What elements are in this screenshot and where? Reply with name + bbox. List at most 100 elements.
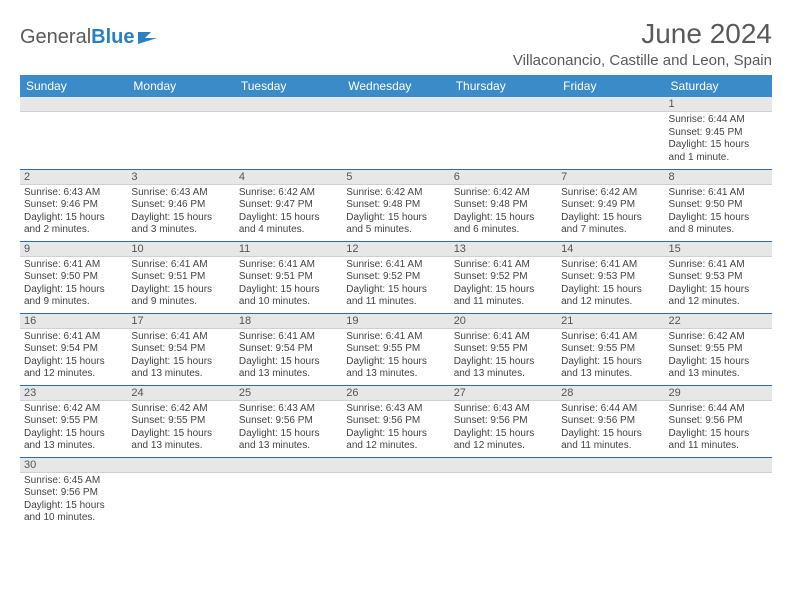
dow-header: Saturday: [665, 75, 772, 97]
day-details: Sunrise: 6:43 AMSunset: 9:56 PMDaylight:…: [235, 401, 342, 455]
day-number: 18: [235, 314, 342, 329]
daynum-bar: [557, 458, 664, 473]
dow-header: Monday: [127, 75, 234, 97]
day-number: 9: [20, 242, 127, 257]
day-details: Sunrise: 6:41 AMSunset: 9:54 PMDaylight:…: [235, 329, 342, 383]
calendar-cell: 17Sunrise: 6:41 AMSunset: 9:54 PMDayligh…: [127, 313, 234, 385]
logo-text-2: Blue: [91, 26, 134, 49]
daynum-bar: [342, 97, 449, 112]
day-number: 27: [450, 386, 557, 401]
calendar-cell: 27Sunrise: 6:43 AMSunset: 9:56 PMDayligh…: [450, 385, 557, 457]
day-number: 21: [557, 314, 664, 329]
day-number: 11: [235, 242, 342, 257]
day-details: Sunrise: 6:44 AMSunset: 9:56 PMDaylight:…: [665, 401, 772, 455]
day-details: Sunrise: 6:41 AMSunset: 9:50 PMDaylight:…: [20, 257, 127, 311]
calendar-cell: 21Sunrise: 6:41 AMSunset: 9:55 PMDayligh…: [557, 313, 664, 385]
dow-header: Thursday: [450, 75, 557, 97]
calendar-cell: 26Sunrise: 6:43 AMSunset: 9:56 PMDayligh…: [342, 385, 449, 457]
day-number: 10: [127, 242, 234, 257]
daynum-bar: [450, 458, 557, 473]
day-details: Sunrise: 6:41 AMSunset: 9:51 PMDaylight:…: [127, 257, 234, 311]
day-number: 4: [235, 170, 342, 185]
calendar-cell: [20, 97, 127, 169]
flag-icon: [137, 30, 159, 46]
day-details: Sunrise: 6:41 AMSunset: 9:53 PMDaylight:…: [557, 257, 664, 311]
day-details: Sunrise: 6:41 AMSunset: 9:52 PMDaylight:…: [450, 257, 557, 311]
calendar-cell: [557, 97, 664, 169]
calendar-cell: 18Sunrise: 6:41 AMSunset: 9:54 PMDayligh…: [235, 313, 342, 385]
calendar-cell: [127, 97, 234, 169]
calendar-cell: 24Sunrise: 6:42 AMSunset: 9:55 PMDayligh…: [127, 385, 234, 457]
calendar-cell: [557, 457, 664, 529]
day-details: Sunrise: 6:43 AMSunset: 9:46 PMDaylight:…: [127, 185, 234, 239]
daynum-bar: [342, 458, 449, 473]
daynum-bar: [665, 458, 772, 473]
daynum-bar: [20, 97, 127, 112]
day-number: 15: [665, 242, 772, 257]
calendar-cell: 30Sunrise: 6:45 AMSunset: 9:56 PMDayligh…: [20, 457, 127, 529]
calendar-cell: 8Sunrise: 6:41 AMSunset: 9:50 PMDaylight…: [665, 169, 772, 241]
day-number: 25: [235, 386, 342, 401]
day-number: 24: [127, 386, 234, 401]
day-details: Sunrise: 6:42 AMSunset: 9:47 PMDaylight:…: [235, 185, 342, 239]
daynum-bar: [557, 97, 664, 112]
month-title: June 2024: [513, 18, 772, 50]
dow-header: Tuesday: [235, 75, 342, 97]
day-number: 20: [450, 314, 557, 329]
calendar-cell: [342, 97, 449, 169]
day-number: 30: [20, 458, 127, 473]
day-number: 22: [665, 314, 772, 329]
calendar-cell: 20Sunrise: 6:41 AMSunset: 9:55 PMDayligh…: [450, 313, 557, 385]
day-number: 2: [20, 170, 127, 185]
calendar-cell: 10Sunrise: 6:41 AMSunset: 9:51 PMDayligh…: [127, 241, 234, 313]
day-details: Sunrise: 6:43 AMSunset: 9:56 PMDaylight:…: [450, 401, 557, 455]
calendar-cell: 16Sunrise: 6:41 AMSunset: 9:54 PMDayligh…: [20, 313, 127, 385]
day-details: Sunrise: 6:42 AMSunset: 9:55 PMDaylight:…: [127, 401, 234, 455]
day-details: Sunrise: 6:41 AMSunset: 9:55 PMDaylight:…: [450, 329, 557, 383]
calendar-cell: [665, 457, 772, 529]
day-details: Sunrise: 6:42 AMSunset: 9:48 PMDaylight:…: [342, 185, 449, 239]
calendar-cell: 19Sunrise: 6:41 AMSunset: 9:55 PMDayligh…: [342, 313, 449, 385]
day-details: Sunrise: 6:42 AMSunset: 9:55 PMDaylight:…: [20, 401, 127, 455]
brand-logo: GeneralBlue: [20, 18, 159, 49]
dow-header: Sunday: [20, 75, 127, 97]
day-details: Sunrise: 6:43 AMSunset: 9:56 PMDaylight:…: [342, 401, 449, 455]
day-number: 12: [342, 242, 449, 257]
day-number: 14: [557, 242, 664, 257]
calendar-cell: 23Sunrise: 6:42 AMSunset: 9:55 PMDayligh…: [20, 385, 127, 457]
day-number: 3: [127, 170, 234, 185]
dow-header: Wednesday: [342, 75, 449, 97]
calendar-table: SundayMondayTuesdayWednesdayThursdayFrid…: [20, 75, 772, 529]
calendar-cell: 6Sunrise: 6:42 AMSunset: 9:48 PMDaylight…: [450, 169, 557, 241]
calendar-cell: 7Sunrise: 6:42 AMSunset: 9:49 PMDaylight…: [557, 169, 664, 241]
day-details: Sunrise: 6:41 AMSunset: 9:54 PMDaylight:…: [127, 329, 234, 383]
location: Villaconancio, Castille and Leon, Spain: [513, 52, 772, 69]
day-details: Sunrise: 6:44 AMSunset: 9:56 PMDaylight:…: [557, 401, 664, 455]
day-details: Sunrise: 6:41 AMSunset: 9:50 PMDaylight:…: [665, 185, 772, 239]
day-number: 16: [20, 314, 127, 329]
day-details: Sunrise: 6:41 AMSunset: 9:55 PMDaylight:…: [342, 329, 449, 383]
day-details: Sunrise: 6:41 AMSunset: 9:55 PMDaylight:…: [557, 329, 664, 383]
dow-header: Friday: [557, 75, 664, 97]
daynum-bar: [235, 97, 342, 112]
day-number: 29: [665, 386, 772, 401]
day-number: 8: [665, 170, 772, 185]
day-number: 17: [127, 314, 234, 329]
calendar-cell: 22Sunrise: 6:42 AMSunset: 9:55 PMDayligh…: [665, 313, 772, 385]
calendar-cell: 3Sunrise: 6:43 AMSunset: 9:46 PMDaylight…: [127, 169, 234, 241]
calendar-cell: 14Sunrise: 6:41 AMSunset: 9:53 PMDayligh…: [557, 241, 664, 313]
calendar-cell: 11Sunrise: 6:41 AMSunset: 9:51 PMDayligh…: [235, 241, 342, 313]
day-details: Sunrise: 6:41 AMSunset: 9:53 PMDaylight:…: [665, 257, 772, 311]
day-number: 23: [20, 386, 127, 401]
day-number: 5: [342, 170, 449, 185]
calendar-cell: 25Sunrise: 6:43 AMSunset: 9:56 PMDayligh…: [235, 385, 342, 457]
day-details: Sunrise: 6:45 AMSunset: 9:56 PMDaylight:…: [20, 473, 127, 527]
calendar-cell: 2Sunrise: 6:43 AMSunset: 9:46 PMDaylight…: [20, 169, 127, 241]
calendar-cell: [450, 457, 557, 529]
daynum-bar: [127, 97, 234, 112]
daynum-bar: [450, 97, 557, 112]
day-details: Sunrise: 6:42 AMSunset: 9:48 PMDaylight:…: [450, 185, 557, 239]
day-details: Sunrise: 6:43 AMSunset: 9:46 PMDaylight:…: [20, 185, 127, 239]
daynum-bar: [127, 458, 234, 473]
day-number: 13: [450, 242, 557, 257]
